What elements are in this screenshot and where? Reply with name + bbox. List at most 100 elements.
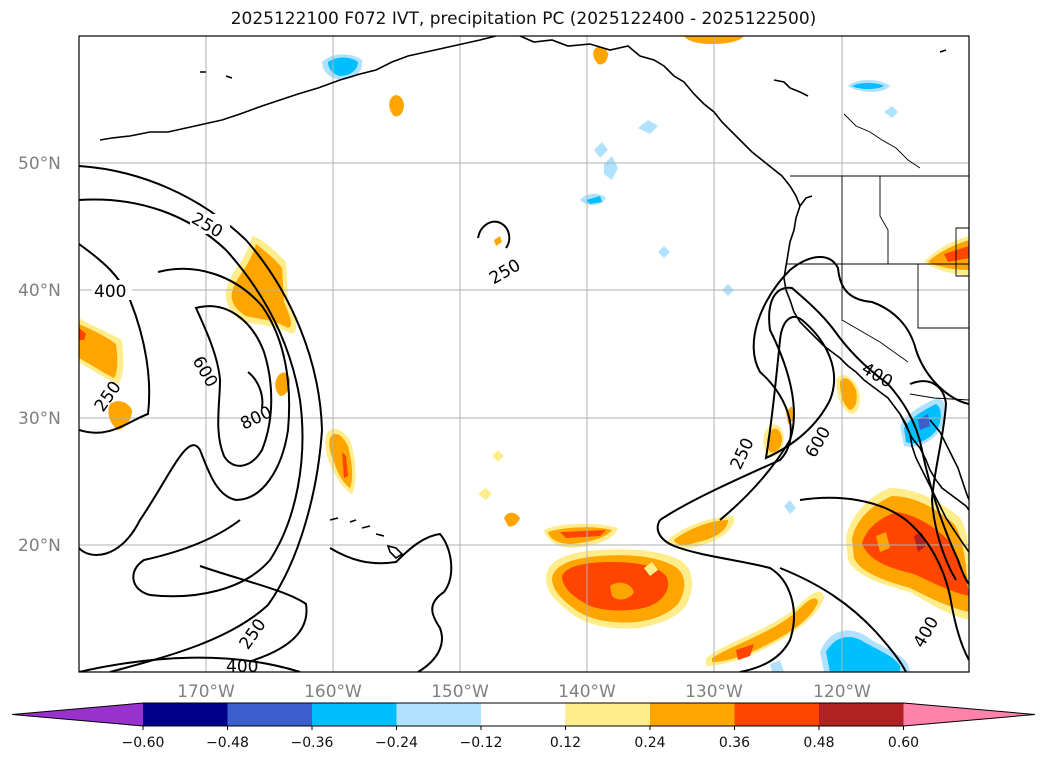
ivt-contour-east-bottom <box>779 567 907 672</box>
precip-region <box>852 83 884 89</box>
colorbar-tick-label: 0.12 <box>550 735 581 751</box>
precip-region <box>884 106 898 118</box>
lat-label: 40°N <box>18 281 61 301</box>
ivt-contour-hawaii-area <box>329 532 453 672</box>
ivt-contour-label: 400 <box>226 657 258 677</box>
ivt-contour-labels: 250 400 250 600 800 250 400 250 600 400 … <box>91 209 943 677</box>
colorbar-segment <box>481 703 566 726</box>
border-state-2 <box>879 176 889 264</box>
precip-region <box>770 660 784 672</box>
lon-label: 160°W <box>304 682 362 702</box>
ivt-contour-250-east <box>659 256 969 521</box>
ivt-contour-600-west <box>194 305 273 467</box>
lat-label: 30°N <box>18 409 61 429</box>
precip-region <box>108 401 132 430</box>
ivt-contour-400-west <box>79 267 291 556</box>
ivt-contour-250-east-lower <box>656 519 795 672</box>
colorbar-under-extend <box>12 703 143 726</box>
lon-labels: 170°W 160°W 150°W 140°W 130°W 120°W <box>177 682 871 702</box>
precip-region <box>604 156 618 180</box>
colorbar-tick-label: 0.60 <box>888 735 919 751</box>
colorbar-tick-label: −0.12 <box>460 735 503 751</box>
colorbar-tick-label: −0.24 <box>375 735 418 751</box>
precip-region <box>593 46 608 65</box>
colorbar-segment <box>143 703 228 726</box>
ivt-contour-label: 400 <box>94 282 126 302</box>
coastline-baja <box>899 413 969 511</box>
lon-label: 140°W <box>558 682 616 702</box>
precip-region <box>231 244 291 328</box>
precip-region <box>342 452 348 478</box>
coastline-small-islands <box>200 49 947 207</box>
colorbar-segment <box>819 703 904 726</box>
border-canada-prov <box>843 113 921 169</box>
precip-region <box>610 582 634 600</box>
colorbar-segment <box>312 703 397 726</box>
ivt-contour-400-east-outer <box>909 380 957 581</box>
map-background <box>79 36 969 672</box>
precip-region <box>492 450 504 462</box>
map-title: 2025122100 F072 IVT, precipitation PC (2… <box>230 9 817 29</box>
colorbar-segment <box>396 703 482 726</box>
precip-region <box>275 372 290 396</box>
precip-region <box>826 637 900 672</box>
colorbar-tick-label: −0.60 <box>122 735 165 751</box>
colorbar-tick-label: 0.24 <box>634 735 665 751</box>
lat-labels: 50°N 40°N 30°N 20°N <box>18 154 61 556</box>
ivt-contour-250-west <box>79 165 324 672</box>
colorbar-segment <box>650 703 735 726</box>
precip-region <box>644 562 658 576</box>
ivt-contour-800-west <box>247 371 264 409</box>
colorbar-tick-label: −0.48 <box>206 735 249 751</box>
coastline-mexico <box>929 419 969 501</box>
colorbar-segment <box>227 703 313 726</box>
ivt-contour-400-bottom <box>79 656 301 672</box>
precip-region <box>389 95 404 117</box>
lon-label: 130°W <box>685 682 743 702</box>
map-content: 250 400 250 600 800 250 400 250 600 400 … <box>79 36 969 677</box>
lon-label: 150°W <box>431 682 489 702</box>
precip-region <box>840 378 857 410</box>
precip-region <box>494 236 502 246</box>
lat-label: 20°N <box>18 536 61 556</box>
precip-region <box>784 500 796 514</box>
coastline-hawaii <box>329 517 404 560</box>
colorbar-segment <box>734 703 820 726</box>
lon-label: 120°W <box>813 682 871 702</box>
precip-region <box>658 246 670 258</box>
coastline-aleutians <box>99 36 497 141</box>
precip-region <box>79 324 118 378</box>
lat-label: 50°N <box>18 154 61 174</box>
precip-region <box>862 512 969 596</box>
precip-region <box>586 196 602 204</box>
border-state-5 <box>841 264 909 363</box>
lon-label: 170°W <box>177 682 235 702</box>
precip-region <box>560 530 606 538</box>
border-state-6 <box>955 227 969 277</box>
colorbar-over-extend <box>903 703 1035 726</box>
ivt-contour-west-lower2 <box>199 565 308 661</box>
ivt-contour-250-west-lower <box>79 243 151 434</box>
coastlines <box>99 36 969 560</box>
precip-region <box>478 488 492 500</box>
colorbar-tick-label: 0.48 <box>803 735 834 751</box>
precip-region <box>712 598 818 662</box>
ivt-contour-east-lower <box>799 496 969 661</box>
border-state-4 <box>917 264 969 329</box>
precip-region <box>876 532 890 552</box>
gridlines <box>79 36 969 672</box>
map-frame <box>78 35 970 673</box>
ivt-contour-600-east <box>764 315 835 460</box>
clabel-bg <box>92 280 132 300</box>
precip-region <box>79 328 86 340</box>
colorbar-segment <box>565 703 651 726</box>
precip-region <box>504 512 520 527</box>
precip-region <box>944 246 969 262</box>
colorbar-tick-label: −0.36 <box>291 735 334 751</box>
ivt-contour-400-east <box>719 286 969 585</box>
clabel-bg <box>190 214 230 234</box>
coastline-alaska-peninsula <box>519 36 801 207</box>
ivt-contours <box>79 165 969 672</box>
precip-region <box>736 644 754 660</box>
